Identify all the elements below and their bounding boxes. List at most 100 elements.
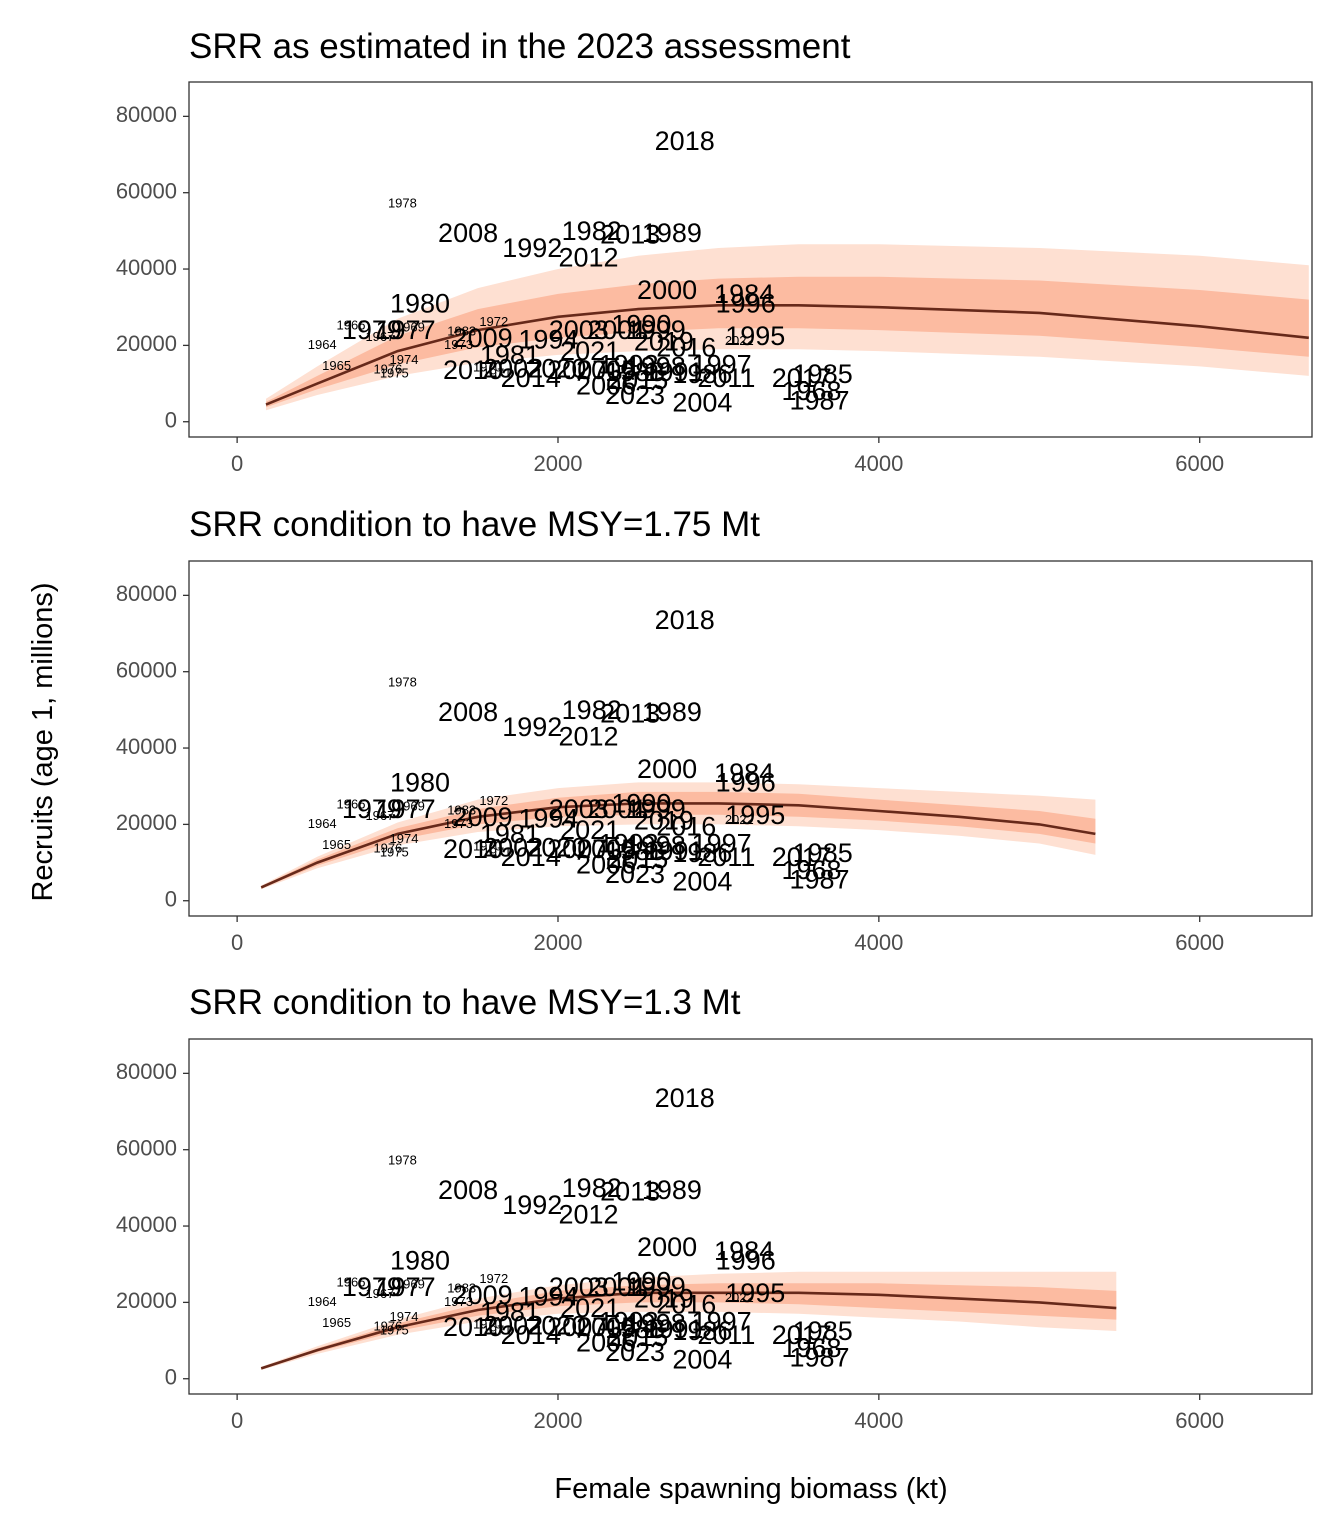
y-tick-label: 20000	[116, 810, 177, 835]
srr-median-curve	[265, 303, 1309, 406]
panels: SRR as estimated in the 2023 assessment 1…	[116, 27, 1313, 1433]
year-label-1986: 1986	[672, 1316, 732, 1346]
year-label-1972: 1972	[479, 793, 508, 808]
year-label-1996: 1996	[716, 288, 776, 318]
year-label-1980: 1980	[390, 767, 450, 797]
year-label-1977: 1977	[376, 315, 436, 345]
year-label-2021: 2021	[560, 336, 620, 366]
year-label-1990: 1990	[611, 1266, 671, 1296]
year-label-1999: 1999	[626, 315, 686, 345]
year-label-1979: 1979	[342, 315, 402, 345]
y-tick-label: 40000	[116, 1212, 177, 1237]
year-label-2006: 2006	[576, 1328, 636, 1358]
year-label-2020: 2020	[526, 353, 586, 383]
year-label-2021: 2021	[560, 1293, 620, 1323]
year-label-1985: 1985	[793, 1316, 853, 1346]
year-label-1980: 1980	[390, 1245, 450, 1275]
year-label-1987: 1987	[789, 865, 849, 895]
year-label-1981: 1981	[480, 1297, 540, 1327]
year-label-1988: 1988	[605, 836, 665, 866]
y-tick-label: 0	[165, 408, 177, 433]
year-label-2000: 2000	[637, 275, 697, 305]
year-label-1988: 1988	[605, 1314, 665, 1344]
year-label-1995: 1995	[725, 800, 785, 830]
year-label-1964: 1964	[308, 337, 337, 352]
year-label-1976: 1976	[373, 362, 402, 377]
year-label-2013: 2013	[600, 1177, 660, 1207]
year-label-2008: 2008	[438, 1175, 498, 1205]
year-label-1994: 1994	[518, 1282, 578, 1312]
year-label-2008: 2008	[438, 697, 498, 727]
year-label-1965: 1965	[322, 1315, 351, 1330]
panel-frame	[188, 560, 1313, 917]
year-label-1996: 1996	[716, 1245, 776, 1275]
year-label-1989: 1989	[642, 697, 702, 727]
year-label-2020: 2020	[526, 1310, 586, 1340]
year-label-1980: 1980	[390, 288, 450, 318]
year-label-1979: 1979	[342, 794, 402, 824]
year-label-1987: 1987	[789, 1343, 849, 1373]
year-label-2010: 2010	[443, 355, 503, 385]
year-label-2014: 2014	[501, 363, 561, 393]
year-label-2019: 2019	[634, 327, 694, 357]
year-label-1973: 1973	[444, 337, 473, 352]
year-label-1986: 1986	[672, 838, 732, 868]
year-label-2015: 2015	[608, 844, 668, 874]
year-label-2002: 2002	[483, 832, 543, 862]
year-label-1994: 1994	[518, 325, 578, 355]
year-label-2003: 2003	[549, 315, 609, 345]
year-label-1997: 1997	[692, 829, 752, 859]
srr-median-curve	[260, 802, 1096, 889]
year-label-2012: 2012	[558, 722, 618, 752]
x-tick-label: 6000	[1175, 1408, 1224, 1433]
year-label-2017: 2017	[772, 842, 832, 872]
year-label-2016: 2016	[656, 1289, 716, 1319]
x-tick-label: 2000	[534, 451, 583, 476]
year-label-1975: 1975	[380, 844, 409, 859]
year-label-1981: 1981	[480, 340, 540, 370]
year-label-1979: 1979	[342, 1272, 402, 1302]
year-label-1966: 1966	[337, 318, 366, 333]
y-tick-label: 20000	[116, 1288, 177, 1313]
year-label-2005: 2005	[576, 834, 636, 864]
year-label-2003: 2003	[549, 794, 609, 824]
year-label-2007: 2007	[547, 355, 607, 385]
y-tick-label: 40000	[116, 734, 177, 759]
y-tick-label: 60000	[116, 658, 177, 683]
panel-frame	[188, 81, 1313, 438]
inner-confidence-band	[261, 1283, 1117, 1370]
year-label-1966: 1966	[337, 797, 366, 812]
year-label-1976: 1976	[373, 841, 402, 856]
year-label-2020: 2020	[526, 832, 586, 862]
year-label-1983: 1983	[447, 323, 476, 338]
year-label-1971: 1971	[483, 365, 512, 380]
year-label-1994: 1994	[518, 804, 578, 834]
year-label-1971: 1971	[483, 1322, 512, 1337]
year-label-2010: 2010	[443, 834, 503, 864]
year-label-2013: 2013	[600, 699, 660, 729]
year-label-2002: 2002	[483, 1310, 543, 1340]
x-tick-label: 0	[231, 930, 243, 955]
year-label-1974: 1974	[390, 352, 419, 367]
x-tick-label: 2000	[534, 1408, 583, 1433]
year-label-1995: 1995	[725, 1278, 785, 1308]
year-label-1992: 1992	[502, 712, 562, 742]
year-label-1971: 1971	[483, 844, 512, 859]
panel-2: SRR condition to have MSY=1.75 Mt 1978 201…	[116, 505, 1313, 955]
year-label-1977: 1977	[376, 1272, 436, 1302]
year-label-1999: 1999	[626, 794, 686, 824]
year-label-2005: 2005	[576, 355, 636, 385]
year-label-1975: 1975	[380, 365, 409, 380]
year-label-1987: 1987	[789, 386, 849, 416]
year-label-1965: 1965	[322, 358, 351, 373]
y-tick-label: 60000	[116, 179, 177, 204]
year-label-2001: 2001	[587, 315, 647, 345]
year-label-1982: 1982	[562, 1173, 622, 1203]
year-label-1997: 1997	[692, 350, 752, 380]
year-label-1975: 1975	[380, 1322, 409, 1337]
year-label-2023: 2023	[605, 380, 665, 410]
year-label-2001: 2001	[587, 1272, 647, 1302]
year-label-1998: 1998	[626, 1308, 686, 1338]
year-label-2005: 2005	[576, 1312, 636, 1342]
year-label-2015: 2015	[608, 365, 668, 395]
